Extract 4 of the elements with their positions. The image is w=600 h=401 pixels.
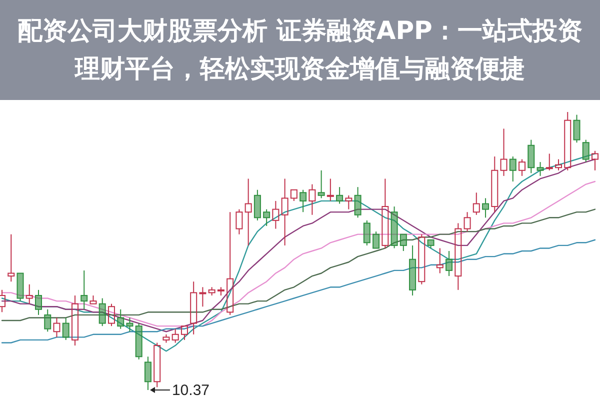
title: 配资公司大财股票分析 证券融资APP：一站式投资理财平台，轻松实现资金增值与融资便捷 — [0, 0, 600, 100]
annotation: 10.37 — [172, 382, 210, 399]
annotation: 10.37 — [150, 382, 210, 399]
chart-title: 配资公司大财股票分析 证券融资APP：一站式投资理财平台，轻松实现资金增值与融资便捷 — [16, 15, 584, 85]
